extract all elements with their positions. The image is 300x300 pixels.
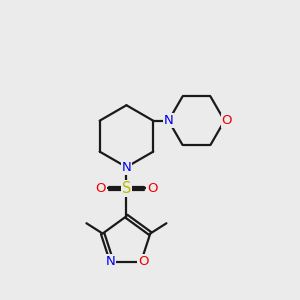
- Text: O: O: [96, 182, 106, 195]
- Text: O: O: [147, 182, 157, 195]
- Text: S: S: [122, 181, 131, 196]
- Text: N: N: [122, 160, 131, 174]
- Text: O: O: [222, 114, 232, 127]
- Text: O: O: [138, 255, 149, 268]
- Text: N: N: [164, 114, 173, 127]
- Text: N: N: [105, 255, 115, 268]
- Text: N: N: [164, 114, 173, 127]
- Text: N: N: [122, 160, 131, 174]
